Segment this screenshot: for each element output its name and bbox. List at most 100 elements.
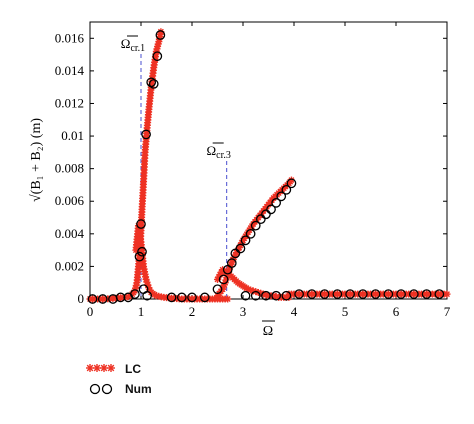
num-data-point xyxy=(230,248,241,259)
num-data-point xyxy=(136,219,146,229)
num-data-point xyxy=(187,292,197,303)
num-data-point xyxy=(240,290,251,301)
num-data-point xyxy=(115,292,126,303)
num-data-point xyxy=(87,294,98,304)
num-data-point xyxy=(235,243,246,254)
legend-lc-label: LC xyxy=(125,362,141,376)
num-data-point xyxy=(294,289,304,299)
lc-star-stroke xyxy=(100,364,108,372)
ticks-layer: 0 1 2 3 4 5 6 7 0 0.002 0.004 0.006 0.008 0.01 0.012 0.… xyxy=(55,22,451,319)
legend-num-label: Num xyxy=(125,382,152,396)
y-tick-label: 0.016 xyxy=(55,30,85,45)
x-tick-label: 3 xyxy=(240,304,247,319)
y-tick-label: 0 xyxy=(78,291,85,306)
lc-star-stroke xyxy=(444,291,450,298)
y-tick-label: 0.01 xyxy=(61,128,84,143)
lc-star-stroke xyxy=(107,364,115,372)
critical-frequency-subscript: cr.1 xyxy=(130,43,145,54)
num-series-layer xyxy=(87,30,445,304)
x-tick-label: 4 xyxy=(291,304,298,319)
num-data-point xyxy=(396,289,406,299)
lc-star-stroke xyxy=(250,287,257,294)
num-data-point xyxy=(434,289,445,299)
critical-frequency-subscript: cr.3 xyxy=(216,150,231,161)
num-data-point xyxy=(245,228,256,239)
lc-data-point xyxy=(249,287,257,295)
legend-lc-star xyxy=(107,364,115,372)
num-data-point xyxy=(357,289,368,299)
num-data-point xyxy=(255,214,266,225)
x-tick-label: 7 xyxy=(444,304,451,319)
num-data-point xyxy=(176,292,187,303)
num-data-point xyxy=(319,289,330,299)
num-data-point xyxy=(332,289,343,299)
lc-star-stroke xyxy=(144,281,151,288)
num-data-point xyxy=(271,198,281,208)
num-data-point xyxy=(212,284,223,295)
num-data-point xyxy=(306,289,317,299)
lc-star-stroke xyxy=(262,291,269,298)
lc-star-stroke xyxy=(247,287,254,294)
lc-data-point xyxy=(224,295,232,303)
lc-star-stroke xyxy=(143,279,150,286)
x-tick-label: 2 xyxy=(189,304,196,319)
num-data-point xyxy=(166,292,177,303)
lc-star-stroke xyxy=(145,284,152,291)
num-data-point xyxy=(281,184,292,195)
x-tick-label: 0 xyxy=(87,304,94,319)
lc-star-stroke xyxy=(257,290,264,297)
num-data-point xyxy=(155,30,166,40)
y-axis-label: √(B₁ + B₂) (m) xyxy=(29,118,44,202)
num-data-point xyxy=(281,290,292,301)
lc-star-stroke xyxy=(245,286,252,293)
legend-num-circle xyxy=(101,383,113,395)
y-tick-label: 0.004 xyxy=(55,226,85,241)
num-data-point xyxy=(134,251,145,262)
legend: LC Num xyxy=(86,362,152,396)
num-data-point xyxy=(97,294,108,304)
lc-star-stroke xyxy=(273,293,280,300)
num-data-point xyxy=(266,204,276,215)
lc-data-point xyxy=(443,290,451,298)
num-data-point xyxy=(250,220,261,231)
legend-num-circle xyxy=(89,383,101,395)
num-data-point xyxy=(261,290,271,301)
y-tick-label: 0.012 xyxy=(55,95,84,110)
num-data-point xyxy=(142,290,152,301)
num-data-point xyxy=(146,77,157,88)
legend-lc-star xyxy=(93,364,101,372)
legend-num-marker xyxy=(89,383,113,395)
critical-frequency-label: Ωcr.3 xyxy=(206,143,230,161)
y-tick-label: 0.006 xyxy=(55,193,85,208)
num-data-point xyxy=(271,290,281,301)
num-data-point xyxy=(408,289,419,299)
num-data-point xyxy=(421,289,432,299)
num-data-point xyxy=(226,258,237,269)
y-tick-label: 0.008 xyxy=(55,161,84,176)
y-tick-label: 0.014 xyxy=(55,63,85,78)
x-tick-label: 5 xyxy=(342,304,349,319)
num-data-point xyxy=(261,209,271,220)
lc-star-stroke xyxy=(288,177,295,184)
num-data-point xyxy=(152,51,163,62)
num-data-point xyxy=(240,235,251,246)
num-data-point xyxy=(383,289,394,299)
lc-star-stroke xyxy=(157,28,164,35)
num-data-point xyxy=(250,290,261,301)
critical-frequency-label: Ωcr.1 xyxy=(121,36,145,54)
x-tick-label: 6 xyxy=(393,304,400,319)
lc-star-stroke xyxy=(224,296,231,302)
legend-lc-star xyxy=(100,364,108,372)
legend-lc-marker xyxy=(86,364,115,372)
num-data-point xyxy=(199,292,210,303)
num-data-point xyxy=(345,289,355,299)
lc-star-stroke xyxy=(143,276,150,283)
num-data-point xyxy=(137,246,147,257)
num-data-point xyxy=(148,79,159,89)
x-axis-label: Ω xyxy=(263,324,273,339)
x-tick-label: 1 xyxy=(138,304,145,319)
num-data-point xyxy=(218,274,229,285)
num-data-point xyxy=(141,129,151,140)
